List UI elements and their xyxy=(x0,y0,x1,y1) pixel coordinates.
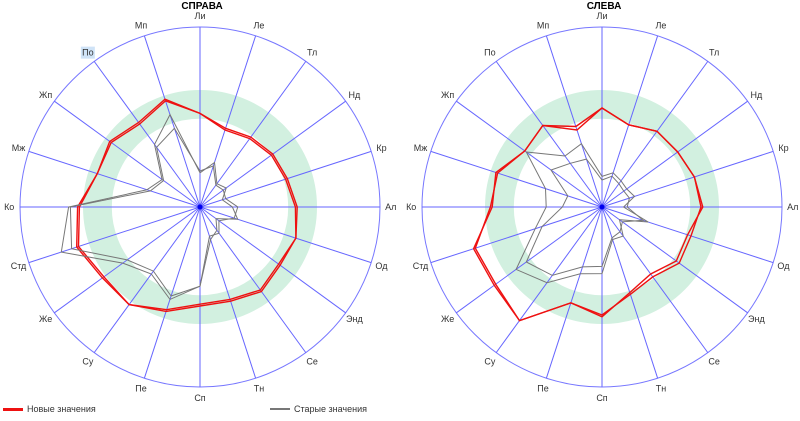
axis-label: Тн xyxy=(254,383,264,393)
axis-line xyxy=(495,61,603,208)
legend-new-label: Новые значения xyxy=(27,404,96,414)
axis-label: По xyxy=(82,48,93,58)
axis-label: Су xyxy=(484,356,495,366)
axis-line xyxy=(545,206,603,379)
axis-line xyxy=(430,206,603,264)
axis-label: Тн xyxy=(656,383,666,393)
axis-label: Ко xyxy=(4,202,14,212)
axis-line xyxy=(143,206,201,379)
axis-label-highlight xyxy=(80,46,95,59)
axis-line xyxy=(601,206,748,314)
axis-label: Ал xyxy=(787,202,798,212)
axis-line xyxy=(545,35,603,208)
axis-label: Ли xyxy=(195,11,206,21)
axis-label: По xyxy=(484,48,495,58)
axis-line xyxy=(456,100,603,208)
axis-label: Же xyxy=(39,314,52,324)
axis-label: Же xyxy=(441,314,454,324)
axis-line xyxy=(199,206,372,264)
axis-line xyxy=(495,206,603,353)
series-line-old xyxy=(515,142,649,284)
center-marker xyxy=(599,204,605,210)
axis-line xyxy=(601,35,659,208)
axis-label: Нд xyxy=(750,90,762,100)
legend-old-swatch xyxy=(270,408,290,410)
axis-label: Жп xyxy=(441,90,454,100)
axis-label: Сп xyxy=(194,393,205,403)
axis-line xyxy=(199,61,307,208)
axis-label: Ле xyxy=(253,21,264,31)
axis-line xyxy=(93,206,201,353)
axis-label: Пе xyxy=(537,383,548,393)
axis-label: Ал xyxy=(385,202,396,212)
axis-label: Нд xyxy=(348,90,360,100)
axis-line xyxy=(93,61,201,208)
axis-label: Се xyxy=(306,356,318,366)
axis-line xyxy=(199,206,257,379)
axis-label: Энд xyxy=(748,314,765,324)
axis-label: Мп xyxy=(537,21,549,31)
axis-line xyxy=(54,100,201,208)
axis-line xyxy=(199,206,307,353)
axis-label: Кр xyxy=(778,143,788,153)
axis-line xyxy=(601,150,774,208)
axis-label: Од xyxy=(777,261,790,271)
legend-new-swatch xyxy=(3,407,23,411)
series-line-old xyxy=(525,158,645,276)
axis-label: Тл xyxy=(709,48,719,58)
axis-line xyxy=(456,206,603,314)
axis-label: Мж xyxy=(12,143,26,153)
axis-line xyxy=(199,35,257,208)
axis-label: Сп xyxy=(596,393,607,403)
axis-label: Энд xyxy=(346,314,363,324)
series-line-new xyxy=(75,98,298,313)
axis-label: Мж xyxy=(414,143,428,153)
axis-label: Су xyxy=(82,356,93,366)
axis-label: Ле xyxy=(655,21,666,31)
legend-new: Новые значения xyxy=(3,404,96,414)
axis-label: Ли xyxy=(597,11,608,21)
axis-line xyxy=(28,206,201,264)
series-line-new xyxy=(474,107,702,322)
axis-label: Се xyxy=(708,356,720,366)
series-line-new xyxy=(77,100,297,311)
axis-label: Мп xyxy=(135,21,147,31)
series-line-old xyxy=(69,127,239,297)
axis-line xyxy=(601,61,709,208)
chart-title: СЛЕВА xyxy=(587,1,622,12)
axis-line xyxy=(430,150,603,208)
axis-line xyxy=(28,150,201,208)
axis-label: Пе xyxy=(135,383,146,393)
chart-title: СПРАВА xyxy=(181,1,222,12)
axis-label: Од xyxy=(375,261,388,271)
axis-line xyxy=(199,206,346,314)
axis-label: Тл xyxy=(307,48,317,58)
legend-old-label: Старые значения xyxy=(294,404,367,414)
axis-label: Ко xyxy=(406,202,416,212)
axis-label: Стд xyxy=(413,261,429,271)
axis-line xyxy=(601,100,748,208)
axis-label: Кр xyxy=(376,143,386,153)
center-marker xyxy=(197,204,203,210)
axis-label: Жп xyxy=(39,90,52,100)
axis-label: Стд xyxy=(11,261,27,271)
legend-old: Старые значения xyxy=(270,404,367,414)
axis-line xyxy=(143,35,201,208)
